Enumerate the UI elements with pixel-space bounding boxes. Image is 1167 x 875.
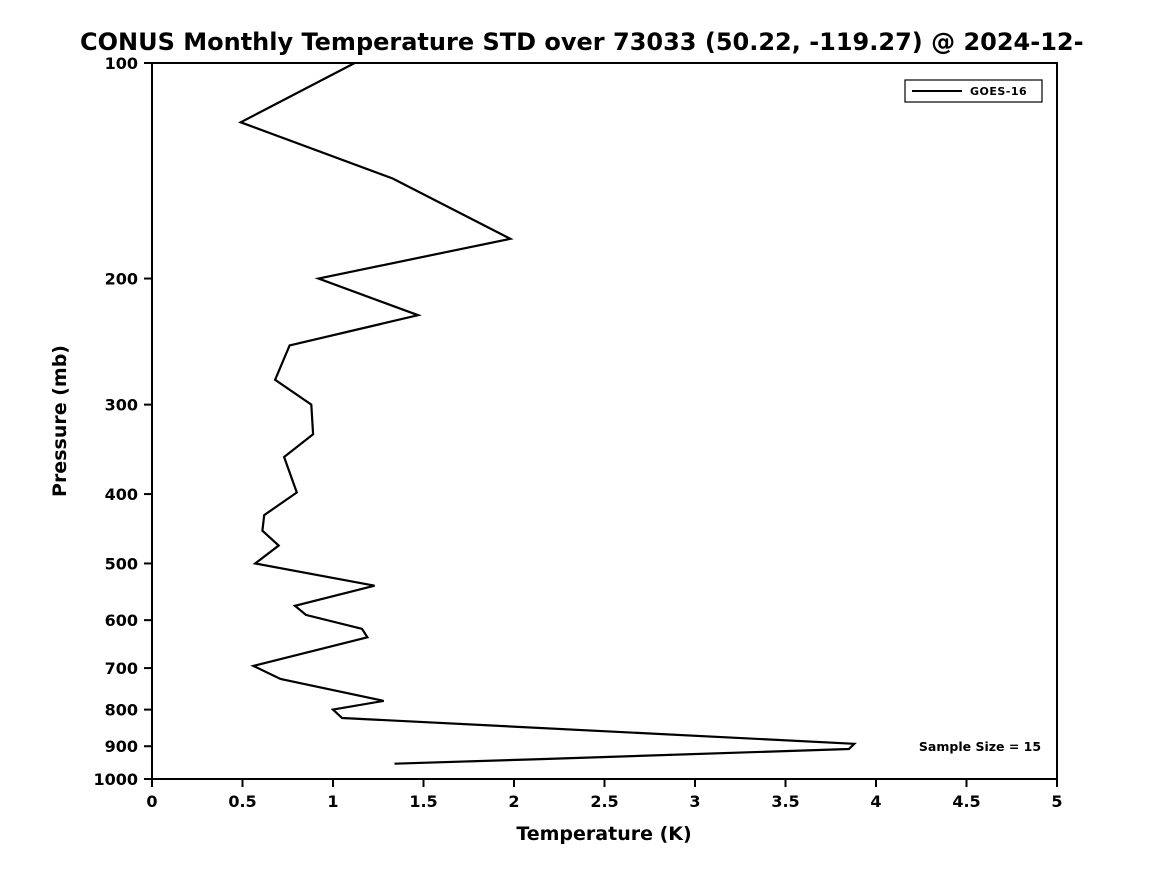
x-tick-label: 4.5 [952,792,980,811]
y-tick-label: 500 [105,554,138,573]
y-tick-label: 200 [105,270,138,289]
series-line-goes-16 [237,62,857,765]
y-tick-label: 600 [105,611,138,630]
y-tick-label: 300 [105,396,138,415]
chart-title: CONUS Monthly Temperature STD over 73033… [80,28,1084,56]
x-axis-label: Temperature (K) [516,823,691,845]
x-tick-label: 5 [1051,792,1062,811]
y-axis-label: Pressure (mb) [49,345,71,497]
y-tick-label: 700 [105,659,138,678]
x-tick-label: 1 [327,792,338,811]
x-tick-label: 3 [689,792,700,811]
y-tick-label: 400 [105,485,138,504]
sample-size-annotation: Sample Size = 15 [919,739,1041,754]
x-tick-label: 0 [146,792,157,811]
axes-spines [151,62,1058,780]
plot-area: 0 0.5 1 1.5 2 2.5 3 3.5 4 4.5 5 100 200 300 400 500 600 7… [93,54,1062,811]
y-tick-label: 100 [105,54,138,73]
y-tick-label: 900 [105,737,138,756]
y-tick-label: 1000 [93,770,138,789]
x-tick-label: 4 [870,792,881,811]
x-tick-label: 0.5 [228,792,256,811]
legend-box [904,79,1043,103]
legend-label: GOES-16 [970,85,1027,98]
x-tick-label: 2.5 [590,792,618,811]
x-tick-label: 3.5 [771,792,799,811]
x-tick-label: 2 [508,792,519,811]
x-tick-label: 1.5 [409,792,437,811]
y-tick-label: 800 [105,701,138,720]
legend: GOES-16 [904,79,1043,103]
